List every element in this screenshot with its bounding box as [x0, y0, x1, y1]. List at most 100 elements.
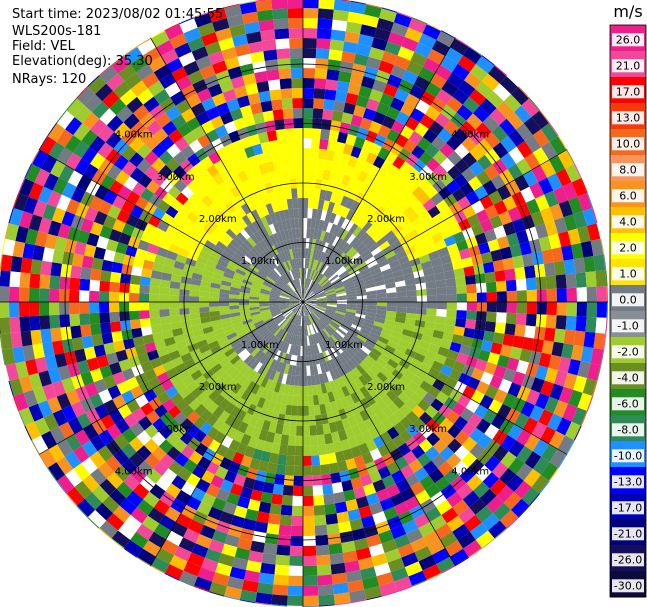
- velocity-gate: [469, 427, 485, 443]
- velocity-gate: [107, 204, 122, 219]
- velocity-gate: [141, 515, 160, 532]
- velocity-gate: [61, 377, 76, 393]
- velocity-gate: [276, 253, 283, 264]
- velocity-gate: [313, 88, 326, 100]
- velocity-gate: [8, 286, 20, 302]
- velocity-gate: [81, 129, 98, 147]
- velocity-gate: [366, 308, 377, 314]
- velocity-gate: [264, 214, 273, 226]
- velocity-gate: [162, 192, 176, 206]
- velocity-gate: [251, 209, 261, 221]
- velocity-gate: [65, 434, 82, 452]
- velocity-gate: [4, 223, 10, 239]
- velocity-gate: [349, 1, 367, 15]
- velocity-gate: [240, 203, 251, 215]
- velocity-gate: [320, 278, 329, 286]
- velocity-gate: [311, 259, 317, 270]
- velocity-gate: [268, 272, 278, 281]
- velocity-gate: [456, 302, 468, 311]
- velocity-gate: [336, 387, 346, 400]
- velocity-gate: [195, 534, 212, 549]
- velocity-gate: [200, 434, 214, 448]
- velocity-gate: [300, 345, 303, 356]
- velocity-gate: [200, 280, 212, 288]
- velocity-gate: [319, 454, 329, 466]
- velocity-gate: [220, 317, 232, 324]
- velocity-gate: [224, 347, 235, 358]
- velocity-gate: [523, 117, 541, 136]
- velocity-gate: [521, 98, 540, 117]
- velocity-gate: [198, 250, 211, 260]
- velocity-gate: [458, 372, 472, 386]
- velocity-gate: [451, 259, 464, 270]
- velocity-gate: [83, 244, 97, 258]
- velocity-gate: [89, 279, 101, 292]
- velocity-gate: [183, 130, 198, 146]
- velocity-gate: [249, 304, 260, 308]
- velocity-gate: [262, 250, 272, 260]
- velocity-gate: [319, 241, 326, 252]
- velocity-gate: [52, 177, 68, 195]
- velocity-gate: [229, 368, 241, 380]
- velocity-gate: [136, 430, 152, 446]
- velocity-gate: [408, 130, 423, 146]
- velocity-gate: [359, 232, 370, 243]
- velocity-gate: [279, 295, 290, 300]
- velocity-gate: [383, 363, 396, 374]
- velocity-gate: [152, 331, 164, 342]
- velocity-gate: [227, 351, 238, 362]
- velocity-gate: [330, 562, 346, 575]
- velocity-gate: [256, 351, 266, 362]
- range-ring-labels: 1.00km2.00km3.00km4.00km1.00km2.00km3.00…: [115, 130, 489, 478]
- velocity-gate: [259, 299, 269, 302]
- velocity-gate: [134, 248, 147, 260]
- velocity-gate: [103, 342, 116, 355]
- velocity-gate: [313, 310, 323, 318]
- velocity-gate: [445, 317, 457, 327]
- velocity-gate: [535, 276, 547, 290]
- velocity-gate: [136, 143, 152, 159]
- velocity-gate: [516, 385, 531, 402]
- velocity-gate: [287, 585, 303, 596]
- velocity-gate: [355, 547, 372, 561]
- velocity-gate: [115, 349, 128, 362]
- velocity-gate: [333, 367, 342, 379]
- velocity-gate: [243, 226, 254, 237]
- velocity-gate: [319, 189, 327, 201]
- velocity-gate: [387, 413, 400, 427]
- velocity-gate: [322, 169, 331, 181]
- velocity-gate: [473, 263, 485, 275]
- velocity-gate: [348, 370, 359, 381]
- velocity-gate: [355, 389, 366, 401]
- velocity-gate: [121, 443, 137, 459]
- velocity-gate: [131, 265, 143, 277]
- velocity-gate: [443, 357, 457, 369]
- velocity-gate: [289, 218, 296, 229]
- velocity-gate: [227, 242, 238, 253]
- velocity-gate: [414, 546, 432, 562]
- velocity-gate: [521, 487, 540, 506]
- velocity-gate: [194, 217, 207, 230]
- velocity-gate: [294, 290, 301, 299]
- velocity-gate: [97, 142, 114, 159]
- velocity-gate: [546, 288, 558, 302]
- velocity-gate: [319, 319, 327, 328]
- velocity-gate: [376, 293, 387, 299]
- velocity-gate: [411, 17, 428, 25]
- velocity-gate: [328, 543, 343, 555]
- velocity-gate: [356, 298, 367, 302]
- velocity-gate: [189, 450, 203, 465]
- velocity-gate: [424, 274, 436, 283]
- velocity-gate: [221, 47, 238, 61]
- velocity-gate: [229, 239, 241, 250]
- velocity-gate: [466, 213, 481, 228]
- velocity-gate: [463, 327, 475, 339]
- velocity-gate: [325, 222, 334, 233]
- velocity-gate: [308, 279, 313, 290]
- velocity-gate: [169, 288, 180, 296]
- velocity-gate: [312, 118, 323, 129]
- velocity-gate: [471, 390, 485, 404]
- velocity-gate: [112, 195, 127, 210]
- velocity-gate: [414, 467, 429, 482]
- velocity-gate: [314, 514, 327, 526]
